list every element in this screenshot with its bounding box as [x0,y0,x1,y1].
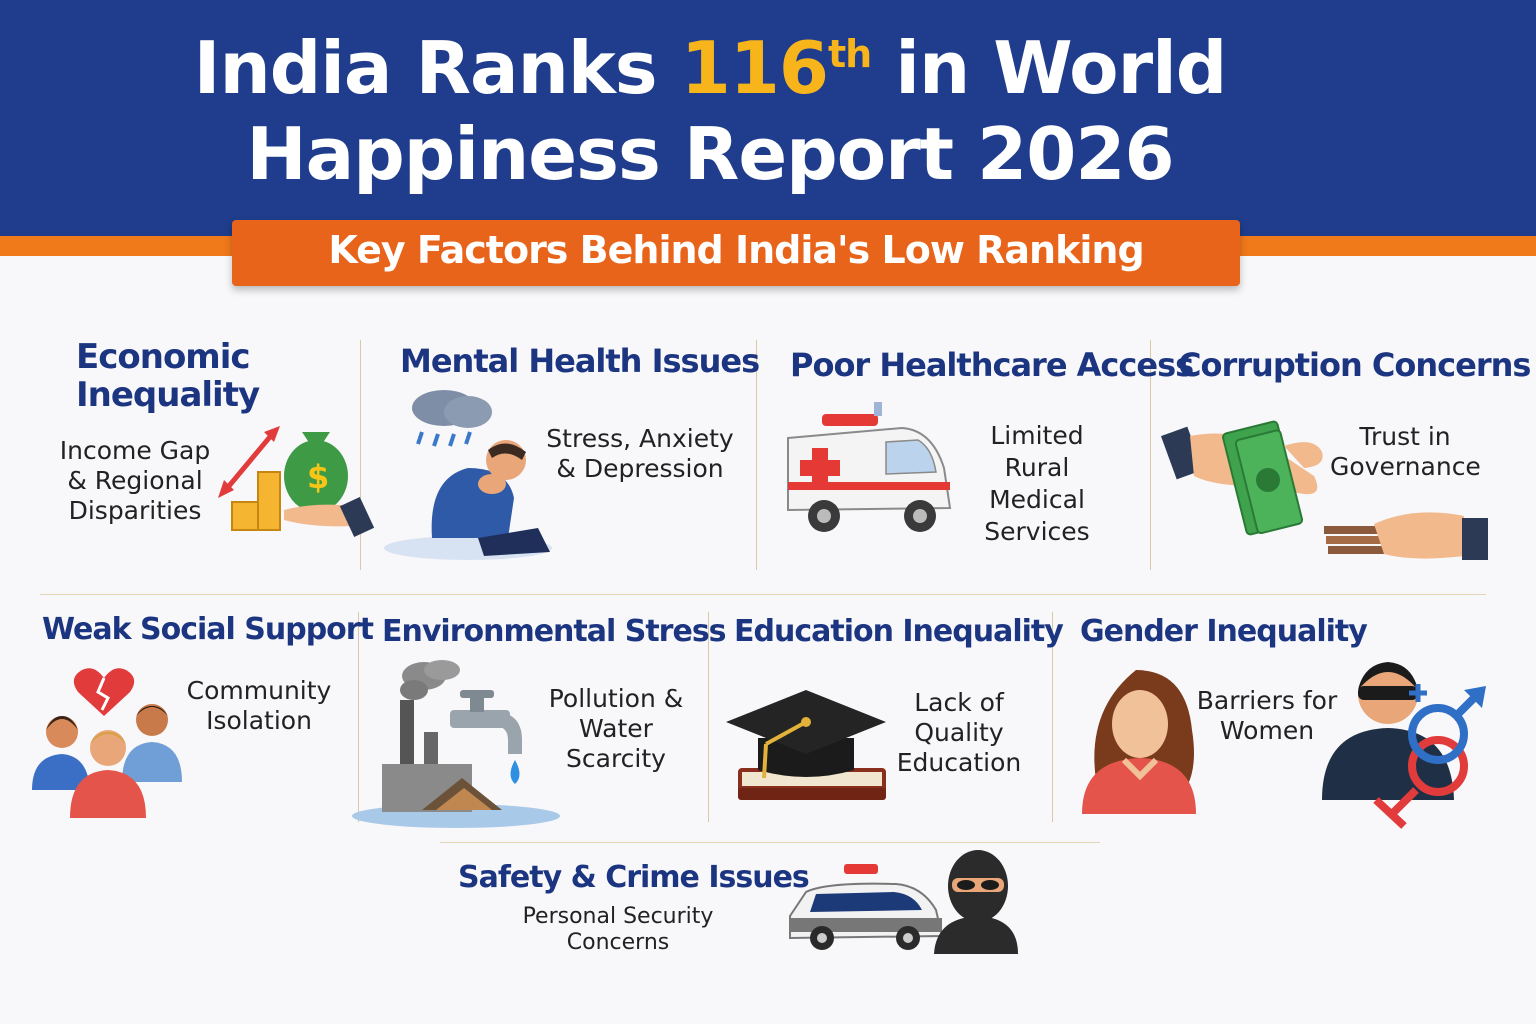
divider [756,340,757,570]
ambulance-icon [787,402,952,532]
factor-title: Poor Healthcare Access [790,346,1194,384]
page-title-line2: Happiness Report 2026 [246,112,1174,196]
money-bag-icon: $ [218,426,375,538]
factor-desc: Trust in Governance [1330,422,1481,481]
divider [358,612,359,822]
content-background [0,256,1536,1024]
factor-desc: Community Isolation [186,676,332,735]
distressed-person-icon [384,390,552,560]
factor-title: Weak Social Support [42,612,374,647]
police-car-thief-icon [789,850,1018,954]
factor-title: Environmental Stress [382,614,727,649]
factor-desc: Income Gap & Regional Disparities [59,436,211,525]
page-title-line1: India Ranks 116th in World [193,26,1228,110]
subtitle-text: Key Factors Behind India's Low Ranking [328,228,1144,272]
factor-desc: Lack of Quality Education [896,688,1022,777]
broken-heart-people-icon [32,668,182,818]
factor-desc: Stress, Anxiety & Depression [546,424,734,483]
factor-desc: Barriers for Women [1196,686,1338,745]
divider [440,842,1100,843]
svg-text:$: $ [307,458,329,496]
factor-title: Mental Health Issues [400,342,760,380]
divider [1052,612,1053,822]
factor-title: Gender Inequality [1080,614,1368,649]
divider [40,594,1486,595]
subtitle-banner: Key Factors Behind India's Low Ranking [232,220,1240,286]
factor-title: Economic Inequality [76,337,260,415]
factor-desc: Limited Rural Medical Services [984,421,1090,546]
factory-tap-icon [352,660,560,828]
divider [1150,340,1151,570]
gender-symbols-icon [1082,662,1486,829]
divider [360,340,361,570]
factor-desc: Personal Security Concerns [522,904,714,956]
factor-title: Corruption Concerns [1178,346,1531,384]
graduation-cap-icon [726,690,886,800]
bribe-hands-icon [1160,420,1488,560]
factor-title: Safety & Crime Issues [458,860,810,895]
rank-number: 116th [680,26,873,110]
divider [708,612,709,822]
header-band [0,0,1536,240]
factor-desc: Pollution & Water Scarcity [548,684,684,773]
factor-title: Education Inequality [734,614,1064,649]
